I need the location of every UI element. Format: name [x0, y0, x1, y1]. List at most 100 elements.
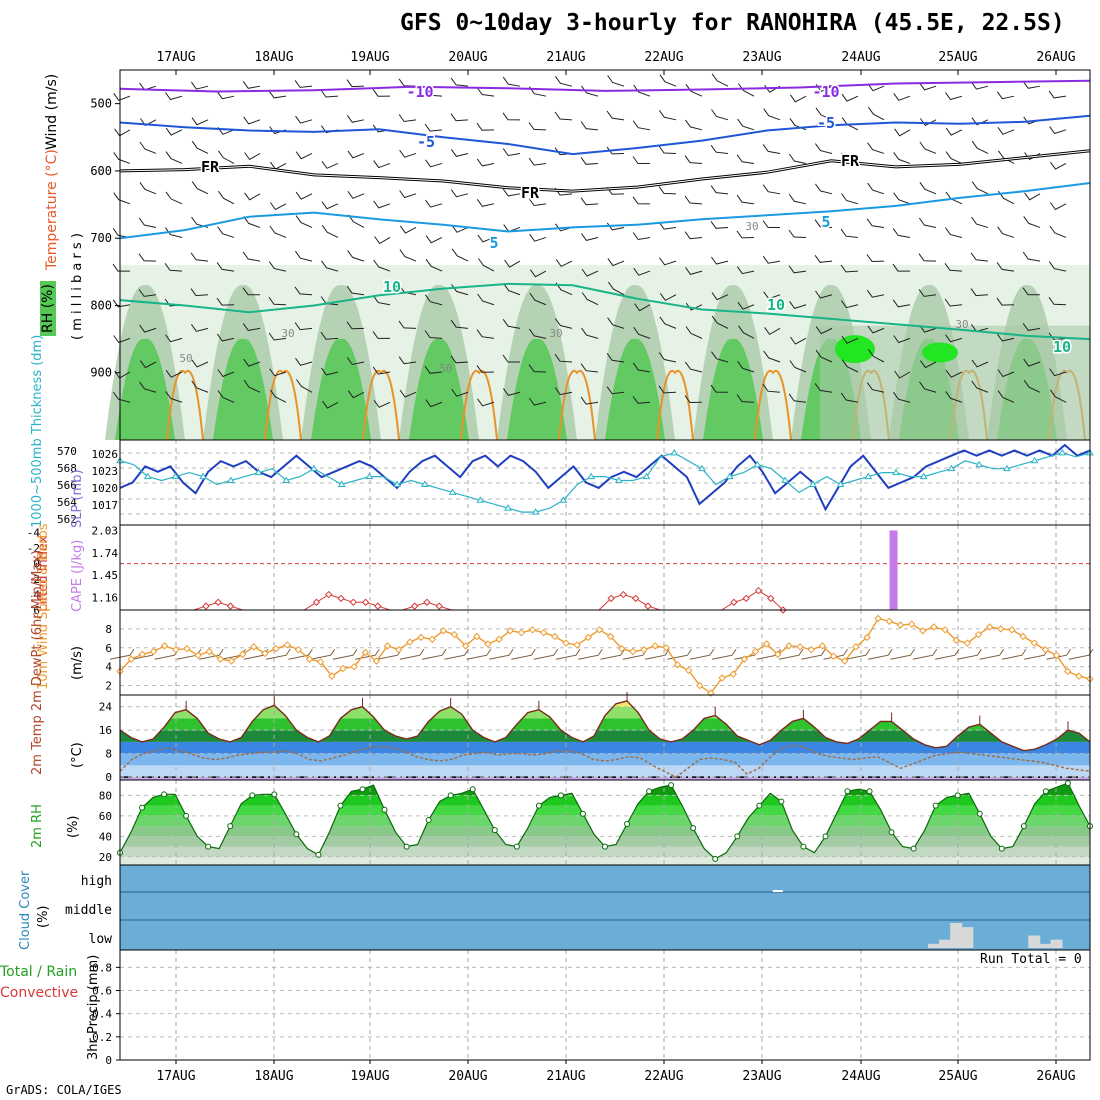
wind10m-barb-28	[422, 648, 447, 660]
wind10m-point-80	[1008, 626, 1016, 634]
lifted-point-20	[361, 598, 370, 606]
upper-wind-barb-170	[684, 231, 703, 240]
low-cloud-bar-5	[1039, 943, 1052, 948]
date-label-bottom-2: 19AUG	[350, 1069, 389, 1084]
thickness-point-40	[670, 448, 679, 456]
upper-wind-barb-159	[399, 225, 417, 234]
wind10m-point-27	[417, 633, 425, 642]
upper-wind-barb-337	[217, 390, 235, 403]
upper-wind-barb-242	[634, 303, 651, 312]
upper-wind-barb-259	[113, 335, 131, 344]
isotherm-10	[119, 282, 1091, 341]
wind10m-point-19	[328, 672, 336, 680]
lifted-tick-5: 6	[33, 604, 40, 617]
lifted-point-52	[754, 586, 763, 595]
upper-wind-barb-203	[581, 268, 599, 277]
rh2m-point-64	[822, 833, 829, 840]
rh2m-point-16	[293, 831, 300, 838]
upper-wind-barb-13	[450, 77, 469, 87]
rh2m-point-12	[249, 792, 256, 799]
upper-wind-barb-236	[477, 293, 495, 306]
rh2m-point-18	[315, 851, 322, 858]
temp-band-0	[120, 765, 1090, 778]
lifted-tick-4: 4	[33, 589, 40, 602]
upper-wind-barb-144	[971, 181, 989, 195]
upper-wind-barb-219	[996, 262, 1015, 272]
lifted-point-50	[730, 598, 738, 606]
wind10m-point-34	[495, 635, 503, 643]
rh2m-point-60	[778, 798, 785, 805]
upper-wind-barb-229	[294, 286, 313, 296]
upper-wind-barb-263	[216, 333, 235, 342]
upper-wind-barb-298	[165, 370, 183, 378]
precip-convective-label: Convective	[0, 985, 79, 1001]
upper-wind-barb-329	[971, 359, 989, 368]
thickness-point-48	[781, 476, 790, 484]
upper-ytick-label-1: 600	[90, 164, 112, 178]
date-label-bottom-8: 25AUG	[938, 1069, 977, 1084]
upper-wind-barb-336	[191, 380, 209, 393]
date-label-bottom-1: 18AUG	[254, 1069, 293, 1084]
contour-label-17: 30	[745, 220, 758, 233]
upper-wind-barb-326	[894, 370, 911, 379]
wind10m-point-47	[640, 645, 648, 654]
upper-wind-barb-183	[1023, 216, 1041, 228]
wind10m-point-59	[774, 650, 782, 659]
rh2m-point-4	[161, 791, 168, 798]
upper-wind-barb-202	[555, 259, 573, 268]
wind10m-barb-26	[399, 648, 425, 660]
upper-wind-barb-74	[113, 152, 131, 164]
upper-ytick-label-4: 900	[90, 366, 112, 380]
upper-wind-barb-369	[1049, 389, 1067, 403]
rh2m-point-10	[227, 823, 234, 830]
upper-wind-barb-210	[762, 255, 781, 264]
wind10m-point-18	[316, 658, 325, 666]
thickness-point-12	[282, 476, 291, 484]
upper-wind-barb-225	[190, 288, 209, 297]
wind10m-barb-16	[288, 648, 313, 660]
upper-wind-barb-315	[606, 353, 625, 363]
upper-wind-barb-55	[580, 121, 599, 131]
upper-wind-barb-3	[190, 81, 209, 90]
wind10m-barb-14	[265, 648, 291, 660]
lifted-index-line	[120, 590, 1090, 611]
contour-label-7: 5	[489, 234, 498, 252]
upper-wind-barb-46	[346, 115, 365, 123]
upper-wind-barb-306	[372, 366, 391, 375]
temp-tick-0: 24	[99, 701, 113, 714]
wind10m-point-36	[517, 628, 526, 637]
cloud-label: Cloud Cover	[18, 870, 33, 950]
thickness-point-26	[476, 496, 485, 503]
wind10m-barb-34	[488, 648, 514, 660]
upper-wind-barb-284	[764, 327, 781, 336]
upper-wind-barb-0	[113, 93, 131, 101]
thickness-tick-0: 570	[57, 445, 77, 458]
upper-wind-barb-75	[139, 141, 157, 154]
wind10m-point-49	[662, 644, 671, 652]
upper-wind-barb-288	[867, 325, 885, 334]
wind10m-point-10	[227, 657, 236, 665]
wind-tick-1: 6	[105, 642, 112, 655]
upper-wind-barb-116	[244, 192, 261, 201]
cloud-unit: (%)	[36, 905, 51, 929]
upper-wind-barb-135	[736, 194, 755, 205]
upper-wind-barb-193	[321, 260, 339, 272]
contour-label-8: 5	[821, 213, 830, 231]
low-cloud-bar-0	[927, 943, 940, 948]
upper-wind-barb-276	[554, 318, 573, 329]
upper-wind-barb-262	[190, 324, 209, 332]
upper-wind-barb-188	[190, 252, 209, 262]
upper-wind-barb-356	[710, 384, 729, 393]
rh2m-unit: (%)	[66, 815, 81, 839]
thickness-point-14	[310, 464, 318, 472]
contour-label-2: -5	[417, 133, 435, 151]
upper-wind-barb-367	[997, 390, 1015, 403]
rh-shade-green-4	[507, 338, 567, 440]
rh2m-point-74	[932, 802, 939, 809]
upper-wind-barb-53	[528, 122, 547, 131]
temp-band-6	[120, 700, 1090, 707]
temp-tick-3: 0	[105, 771, 112, 784]
upper-wind-barb-308	[424, 366, 443, 374]
wind10m-point-67	[863, 633, 871, 642]
lifted-point-43	[644, 602, 652, 610]
